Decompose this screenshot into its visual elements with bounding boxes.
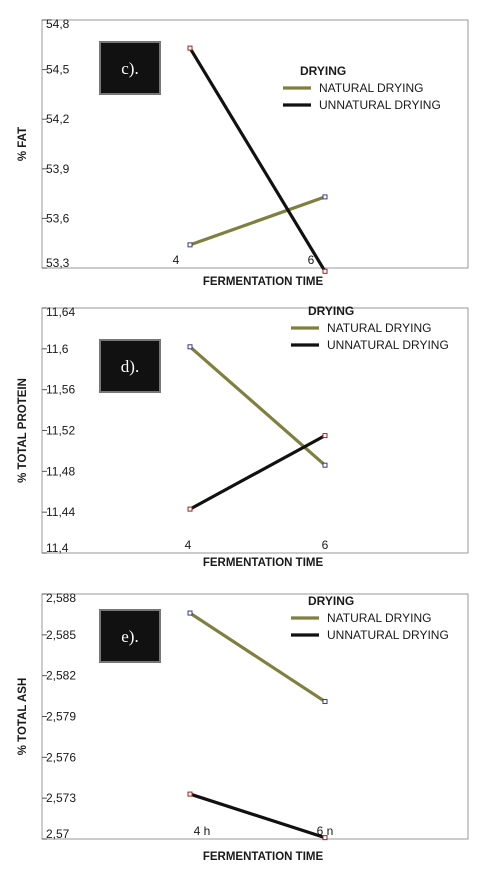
x-axis-title: FERMENTATION TIME [203,276,324,288]
chart-panel-3: 2,57 2,573 2,576 2,579 2,582 2,585 2,588 4 h 6 n… [17,591,469,863]
data-point [322,194,328,200]
series-line [188,345,327,467]
data-point [187,242,193,248]
y-tick-label: 11,6 [46,342,69,356]
y-tick-label: 2,582 [46,669,76,683]
panel-tag [99,41,161,95]
data-point [187,610,193,616]
y-tick-label: 53,3 [46,256,70,270]
series-line [189,434,326,511]
chart-panel-2: 11,4 11,44 11,48 11,52 11,56 11,6 11,64 4 6 FERME… [17,304,469,569]
y-tick-label: 2,576 [46,750,76,764]
y-tick-label: 53,6 [46,211,70,225]
y-tick-label: 54,2 [46,112,70,126]
y-tick-label: 53,9 [46,162,70,176]
data-point [187,791,193,797]
y-tick-label: 11,52 [46,424,75,438]
y-tick-label: 54,8 [46,17,70,31]
panel-tag-label: c). [121,59,138,78]
y-tick-label: 11,4 [46,541,69,555]
y-tick-label: 2,573 [46,791,76,805]
legend-title: DRYING [300,64,346,78]
x-axis-title: FERMENTATION TIME [203,557,324,569]
y-tick-label: 2,579 [46,710,76,724]
legend-label: UNNATURAL DRYING [327,628,449,642]
y-tick-label: 2,57 [46,827,70,841]
y-tick-label: 11,48 [46,464,75,478]
y-axis-title: % TOTAL PROTEIN [17,378,29,483]
x-tick-label: 6 [322,538,329,552]
y-tick-label: 54,5 [46,63,70,77]
series-line [189,195,326,247]
legend-title: DRYING [308,304,354,318]
data-point [187,45,193,51]
x-tick-label: 6 [308,253,315,267]
chart-panel-1: 53,3 53,6 53,9 54,2 54,5 54,8 4 6 FERMENTATION T… [17,17,469,288]
data-point [322,433,328,439]
data-point [322,835,328,841]
panel-tag [99,339,161,393]
y-axis-title: % TOTAL ASH [17,678,29,756]
legend-label: NATURAL DRYING [327,321,431,335]
y-tick-label: 2,585 [46,628,76,642]
series-line [189,792,326,840]
y-tick-label: 11,56 [46,383,75,397]
x-tick-label: 6 n [317,824,334,838]
y-axis-title: % FAT [17,127,29,161]
panel-tag-label: e). [121,627,138,646]
x-axis-title: FERMENTATION TIME [203,851,324,863]
legend-label: NATURAL DRYING [327,611,431,625]
panel-tag-label: d). [121,357,139,376]
legend-label: UNNATURAL DRYING [319,98,441,112]
x-tick-label: 4 [173,253,180,267]
legend-label: UNNATURAL DRYING [327,338,449,352]
data-point [187,506,193,512]
data-point [187,344,193,350]
y-tick-label: 11,44 [46,505,75,519]
legend-title: DRYING [308,594,354,608]
x-tick-label: 4 [185,538,192,552]
y-tick-label: 11,64 [46,305,75,319]
plot-frame [41,19,469,269]
data-point [322,268,328,274]
series-line [189,611,326,703]
data-point [322,699,328,705]
series-line [188,47,327,273]
data-point [322,462,328,468]
legend-label: NATURAL DRYING [319,81,423,95]
y-tick-label: 2,588 [46,591,76,605]
x-tick-label: 4 h [194,824,211,838]
panel-tag [99,609,161,663]
